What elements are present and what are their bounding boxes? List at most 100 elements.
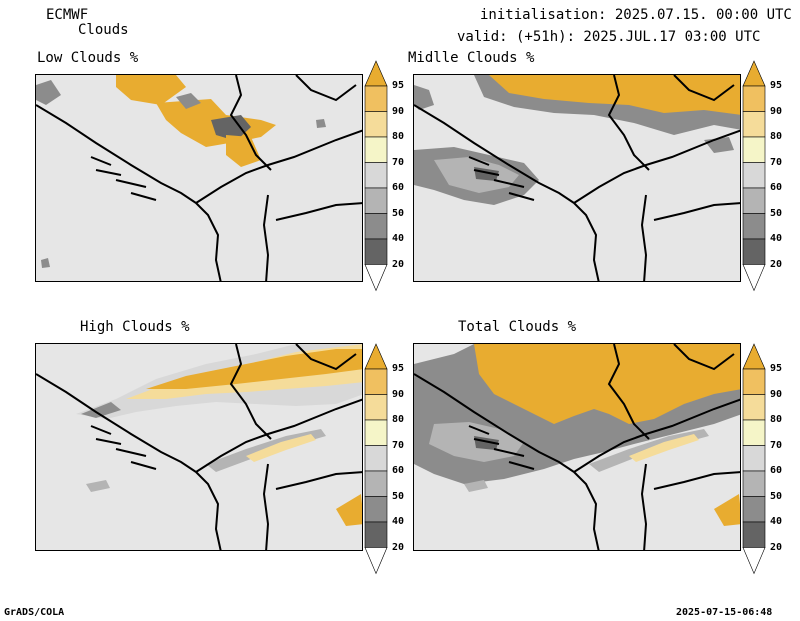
colorbar-segment — [364, 521, 388, 548]
colorbar-label: 70 — [770, 156, 783, 168]
colorbar-segment — [364, 238, 388, 265]
colorbar-label: 60 — [392, 465, 405, 476]
panel-title-middle: Midlle Clouds % — [408, 50, 535, 66]
colorbar-segment — [742, 445, 766, 472]
colorbar-label: 70 — [392, 156, 405, 168]
colorbar-bottom-arrow — [742, 547, 766, 575]
footer-timestamp: 2025-07-15-06:48 — [676, 607, 773, 618]
colorbar-bottom-arrow — [742, 264, 766, 292]
colorbar-label: 70 — [770, 439, 783, 451]
colorbar-label: 20 — [770, 258, 783, 270]
colorbar-label: 80 — [392, 131, 405, 142]
colorbar-label: 90 — [392, 388, 405, 400]
cloud-patch — [211, 115, 251, 141]
colorbar-label: 50 — [392, 490, 405, 502]
colorbar-segment — [364, 136, 388, 163]
colorbar-segment — [742, 187, 766, 214]
colorbar-scale — [364, 343, 388, 575]
borders — [414, 75, 740, 281]
colorbar-scale — [742, 343, 766, 575]
cloud-patch — [176, 93, 201, 109]
colorbar-segment — [364, 162, 388, 189]
borders — [36, 75, 362, 281]
cloud-patch — [116, 75, 186, 105]
product-name: Clouds — [78, 22, 129, 38]
cloud-patch — [316, 119, 326, 128]
cloud-patch — [489, 75, 740, 115]
footer-software: GrADS/COLA — [4, 607, 65, 618]
map-middle-clouds — [414, 75, 740, 281]
map-panel-middle — [413, 74, 741, 282]
colorbar-label: 50 — [770, 207, 783, 219]
colorbar-segment — [364, 213, 388, 240]
panel-title-low: Low Clouds % — [37, 50, 139, 66]
colorbar-label: 90 — [392, 105, 405, 117]
cloud-patch — [246, 434, 316, 462]
colorbar-label: 90 — [770, 388, 783, 400]
colorbar-segment — [742, 111, 766, 138]
colorbar-segment — [742, 136, 766, 163]
colorbar-label: 80 — [392, 414, 405, 425]
colorbar-segment — [364, 445, 388, 472]
colorbar-label: 50 — [392, 207, 405, 219]
colorbar-scale — [742, 60, 766, 292]
borders — [36, 344, 362, 550]
colorbar-total: 95 90 80 70 60 50 40 20 — [742, 343, 790, 575]
colorbar-segment — [364, 111, 388, 138]
cloud-patch — [629, 434, 699, 462]
cloud-patch — [226, 135, 261, 167]
map-total-clouds — [414, 344, 740, 550]
colorbar-label: 95 — [392, 80, 405, 91]
colorbar-label: 40 — [770, 516, 783, 527]
colorbar-label: 20 — [770, 541, 783, 553]
colorbar-segment — [742, 162, 766, 189]
cloud-patch — [414, 85, 434, 110]
cloud-patch — [146, 349, 362, 389]
colorbar-label: 95 — [770, 80, 783, 91]
map-high-clouds — [36, 344, 362, 550]
cloud-patch — [464, 480, 488, 492]
colorbar-scale — [364, 60, 388, 292]
cloud-patch — [81, 402, 121, 418]
colorbar-segment — [364, 496, 388, 523]
cloud-field — [76, 344, 362, 526]
colorbar-segment — [742, 238, 766, 265]
colorbar-label: 40 — [392, 233, 405, 244]
model-name: ECMWF — [46, 7, 89, 23]
colorbar-middle: 95 90 80 70 60 50 40 20 — [742, 60, 790, 292]
cloud-patch — [704, 137, 734, 153]
colorbar-label: 20 — [392, 541, 405, 553]
colorbar-segment — [742, 521, 766, 548]
map-panel-low — [35, 74, 363, 282]
colorbar-label: 70 — [392, 439, 405, 451]
colorbar-label: 60 — [770, 465, 783, 476]
colorbar-segment — [364, 470, 388, 497]
cloud-patch — [474, 344, 740, 424]
cloud-patch — [41, 258, 50, 268]
initialisation-time: initialisation: 2025.07.15. 00:00 UTC — [480, 7, 792, 23]
colorbar-label: 95 — [392, 363, 405, 374]
colorbar-top-arrow — [742, 343, 766, 370]
colorbar-label: 40 — [770, 233, 783, 244]
cloud-field — [414, 344, 740, 526]
islands — [468, 156, 535, 201]
islands — [468, 425, 535, 470]
cloud-field — [414, 75, 740, 205]
colorbar-segment — [742, 496, 766, 523]
cloud-patch — [336, 494, 362, 526]
colorbar-high: 95 90 80 70 60 50 40 20 — [364, 343, 412, 575]
islands — [90, 156, 157, 201]
colorbar-label: 60 — [392, 182, 405, 193]
colorbar-segment — [364, 394, 388, 421]
colorbar-top-arrow — [742, 60, 766, 87]
colorbar-label: 20 — [392, 258, 405, 270]
colorbar-segment — [742, 213, 766, 240]
panel-title-high: High Clouds % — [80, 319, 190, 335]
colorbar-bottom-arrow — [364, 547, 388, 575]
colorbar-segment — [742, 85, 766, 112]
colorbar-label: 80 — [770, 131, 783, 142]
colorbar-segment — [364, 368, 388, 395]
cloud-patch — [714, 494, 740, 526]
colorbar-top-arrow — [364, 343, 388, 370]
colorbar-segment — [742, 419, 766, 446]
